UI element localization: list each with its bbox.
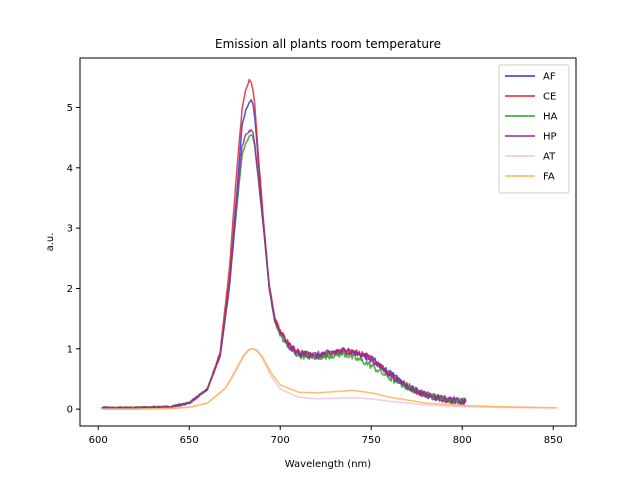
y-tick-label: 5: [67, 103, 73, 114]
legend-label-fa: FA: [543, 172, 555, 183]
y-tick-label: 1: [67, 344, 73, 355]
series-layer: [101, 78, 557, 410]
x-tick-label: 750: [362, 435, 381, 446]
x-axis: 600 650 700 750 800 850: [89, 426, 563, 446]
x-tick-label: 800: [453, 435, 472, 446]
x-tick-label: 600: [89, 435, 108, 446]
legend-label-af: AF: [543, 72, 556, 83]
legend-label-at: AT: [543, 152, 556, 163]
legend-label-ce: CE: [543, 92, 556, 103]
x-tick-label: 700: [271, 435, 290, 446]
y-tick-label: 3: [67, 224, 73, 235]
legend: AF CE HA HP AT FA: [498, 64, 570, 194]
legend-label-ha: HA: [543, 112, 558, 123]
y-axis: 0 1 2 3 4 5: [67, 103, 80, 416]
legend-box: [498, 64, 570, 194]
x-tick-label: 650: [180, 435, 199, 446]
legend-label-hp: HP: [543, 132, 557, 143]
y-tick-label: 0: [67, 405, 73, 416]
y-tick-label: 4: [67, 163, 73, 174]
plot-frame: [79, 57, 577, 427]
x-axis-label: Wavelength (nm): [285, 459, 371, 470]
series-line-fa: [101, 348, 557, 410]
y-axis-label: a.u.: [45, 233, 56, 252]
chart-title: Emission all plants room temperature: [215, 37, 441, 51]
series-line-hp: [101, 129, 467, 410]
x-tick-label: 850: [544, 435, 563, 446]
y-tick-label: 2: [67, 284, 73, 295]
